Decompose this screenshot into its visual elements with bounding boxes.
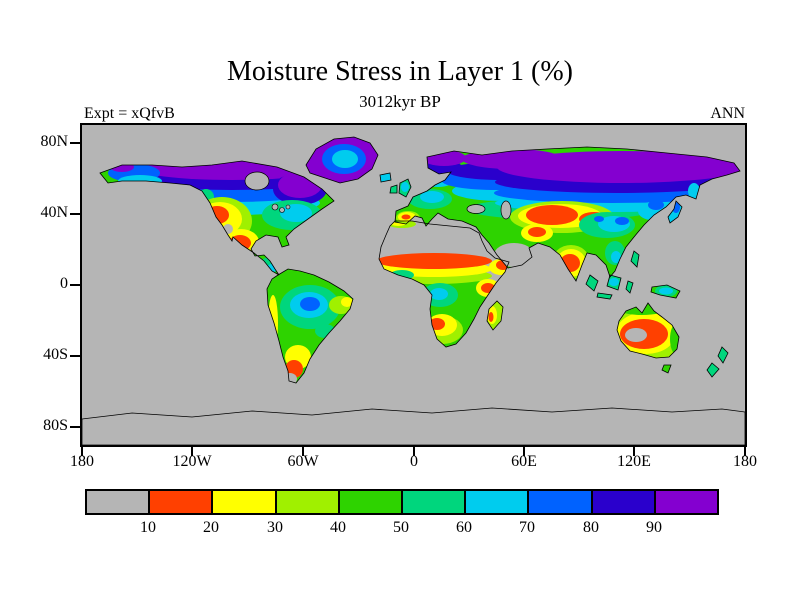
- world-map-svg: [82, 125, 745, 445]
- antarctica-landmass: [82, 407, 745, 445]
- lat-tick-label-40s: 40S: [43, 346, 68, 363]
- lon-tick-label-180w: 180: [70, 453, 94, 470]
- lon-tick-mark: [523, 447, 525, 456]
- colorbar-segment: [527, 491, 591, 513]
- lon-tick-label-120e: 120E: [617, 453, 651, 470]
- colorbar-tick-label: 30: [267, 519, 283, 536]
- colorbar-segment: [590, 491, 654, 513]
- lon-tick-label-0: 0: [410, 453, 418, 470]
- experiment-label: Expt = xQfvB: [84, 105, 175, 122]
- colorbar-segment: [653, 491, 718, 513]
- lon-tick-label-120w: 120W: [172, 453, 212, 470]
- lon-tick-label-60w: 60W: [287, 453, 319, 470]
- borneo-fill: [607, 275, 621, 290]
- caspian-sea: [500, 200, 512, 220]
- sulawesi-island: [625, 280, 634, 294]
- colorbar-segment: [148, 491, 212, 513]
- inland-water: [244, 171, 512, 220]
- plot-subtitle: 3012kyr BP: [359, 92, 441, 111]
- colorbar-segment: [401, 491, 465, 513]
- colorbar-tick-label: 20: [203, 519, 219, 536]
- lon-tick-mark: [633, 447, 635, 456]
- colorbar-segment: [211, 491, 275, 513]
- colorbar-tick-label: 60: [456, 519, 472, 536]
- hudson-bay: [244, 171, 270, 191]
- philippines-island: [630, 250, 640, 268]
- colorbar-segment: [464, 491, 528, 513]
- colorbar-tick-label: 70: [519, 519, 535, 536]
- lat-tick-label-40n: 40N: [40, 204, 68, 221]
- lat-tick-mark: [70, 355, 80, 357]
- lat-tick-label-80s: 80S: [43, 417, 68, 434]
- tasmania-island: [661, 364, 672, 374]
- colorbar-tick-label: 80: [583, 519, 599, 536]
- lat-tick-label-80n: 80N: [40, 133, 68, 150]
- colorbar-tick-label: 10: [140, 519, 156, 536]
- lon-tick-label-180e: 180: [733, 453, 757, 470]
- lon-tick-mark: [191, 447, 193, 456]
- iceland-island: [379, 172, 392, 183]
- map-panel: [80, 123, 747, 447]
- black-sea: [466, 204, 486, 214]
- colorbar-tick-label: 50: [393, 519, 409, 536]
- colorbar-segment: [337, 491, 402, 513]
- eurasia-fill: [395, 147, 740, 281]
- season-label: ANN: [710, 105, 745, 122]
- lon-tick-label-60e: 60E: [511, 453, 537, 470]
- new-zealand-south-island: [706, 362, 720, 378]
- lat-tick-mark: [70, 213, 80, 215]
- lat-tick-mark: [70, 284, 80, 286]
- java-island: [596, 292, 613, 300]
- colorbar: [85, 489, 719, 515]
- lon-tick-mark: [81, 447, 83, 456]
- lon-tick-mark: [413, 447, 415, 456]
- lat-tick-label-0: 0: [60, 275, 68, 292]
- ireland-island: [389, 184, 398, 194]
- lat-tick-mark: [70, 142, 80, 144]
- colorbar-tick-label: 40: [330, 519, 346, 536]
- new-zealand-north-island: [717, 346, 729, 364]
- great-lake: [271, 203, 279, 211]
- lat-tick-mark: [70, 426, 80, 428]
- great-lake: [279, 207, 285, 213]
- lon-tick-mark: [744, 447, 746, 456]
- plot-title: Moisture Stress in Layer 1 (%): [226, 56, 574, 87]
- colorbar-segment: [87, 491, 149, 513]
- sumatra-island: [585, 274, 599, 292]
- colorbar-segment: [274, 491, 338, 513]
- colorbar-tick-label: 90: [646, 519, 662, 536]
- great-lake: [285, 204, 291, 210]
- lon-tick-mark: [302, 447, 304, 456]
